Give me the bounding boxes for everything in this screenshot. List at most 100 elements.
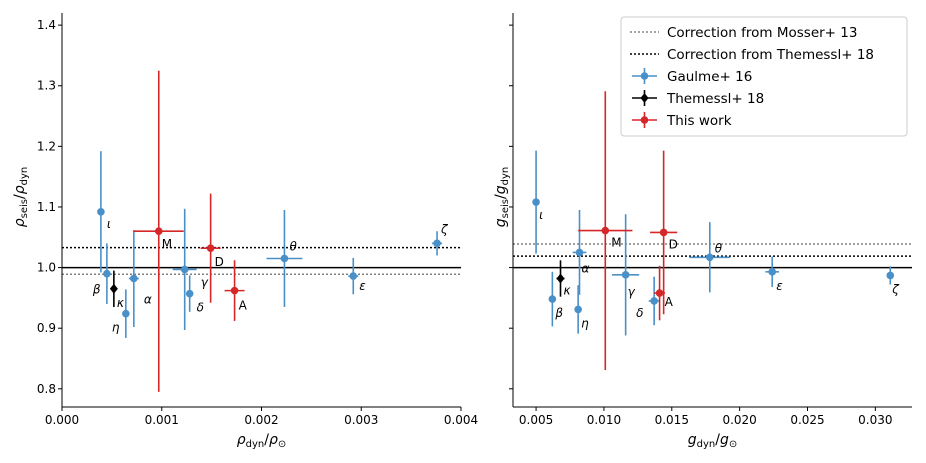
circle-marker <box>103 269 111 278</box>
point-label: ι <box>107 217 111 231</box>
circle-marker <box>349 272 358 280</box>
y-axis-label: gseis/gdyn <box>493 167 511 227</box>
point-label: η <box>112 321 120 335</box>
data-point-this-work: M <box>578 91 633 371</box>
circle-marker <box>154 227 163 236</box>
circle-marker <box>601 226 610 235</box>
data-point-gaulme-16: β <box>92 243 111 304</box>
data-point-gaulme-16: ε <box>765 256 783 293</box>
y-tick-label: 0.8 <box>37 382 56 396</box>
data-point-this-work: A <box>654 265 674 321</box>
point-label: δ <box>197 301 204 315</box>
point-label: α <box>144 292 152 306</box>
point-label: ι <box>539 208 543 222</box>
data-point-this-work: D <box>200 193 224 303</box>
circle-marker <box>433 239 441 248</box>
diamond-marker <box>556 273 565 284</box>
data-point-gaulme-16: η <box>112 289 130 338</box>
y-label-slash: / <box>493 194 509 199</box>
x-label-symbol: g <box>688 432 697 448</box>
x-tick-label: 0.020 <box>722 413 756 427</box>
data-point-gaulme-16: ι <box>532 150 543 254</box>
point-label: θ <box>289 239 297 253</box>
x-label-slash: / <box>264 432 269 448</box>
circle-marker <box>659 228 668 237</box>
circle-marker <box>122 309 130 318</box>
data-point-gaulme-16: θ <box>689 222 731 293</box>
legend-frame <box>620 16 908 137</box>
data-point-gaulme-16: α <box>128 230 152 327</box>
point-label: D <box>215 255 224 269</box>
point-label: ζ <box>891 282 900 296</box>
x-tick-label: 0.025 <box>790 413 824 427</box>
point-label: M <box>611 236 621 250</box>
point-label: D <box>669 237 678 251</box>
y-axis-label: ρseis/ρdyn <box>12 167 30 227</box>
legend-label: Correction from Mosser+ 13 <box>667 25 857 41</box>
circle-marker <box>575 248 584 257</box>
y-tick-label: 0.9 <box>37 321 56 335</box>
data-point-gaulme-16: ι <box>97 151 111 273</box>
data-point-gaulme-16: η <box>574 285 589 334</box>
point-label: A <box>239 299 248 313</box>
data-point-this-work: D <box>650 150 678 315</box>
x-label-subscript: dyn <box>697 439 716 450</box>
circle-marker <box>97 208 105 216</box>
legend-item: This work <box>632 112 732 129</box>
y-label-symbol: ρ <box>12 218 28 227</box>
point-label: α <box>582 261 590 275</box>
point-label: ε <box>359 279 366 293</box>
legend-circle-marker <box>640 72 649 80</box>
y-label-den-symbol: g <box>493 185 509 194</box>
circle-marker <box>206 244 215 252</box>
data-point-gaulme-16: ζ <box>886 266 900 296</box>
legend-label: Gaulme+ 16 <box>667 69 752 85</box>
data-point-this-work: A <box>224 260 248 321</box>
x-tick-label: 0.004 <box>444 413 478 427</box>
x-tick-label: 0.002 <box>244 413 278 427</box>
legend-label: Correction from Themessl+ 18 <box>667 47 874 63</box>
circle-marker <box>180 265 189 274</box>
x-label-symbol: ρ <box>237 432 246 448</box>
circle-marker <box>130 274 138 283</box>
data-point-gaulme-16: γ <box>612 214 640 336</box>
y-tick-label: 1.2 <box>37 139 56 153</box>
legend-item: Correction from Mosser+ 13 <box>630 25 857 41</box>
x-tick-label: 0.005 <box>519 413 553 427</box>
point-label: ζ <box>440 222 449 236</box>
legend-label: Themessl+ 18 <box>666 91 764 107</box>
point-label: κ <box>117 296 125 310</box>
circle-marker <box>886 271 895 280</box>
circle-marker <box>280 254 289 263</box>
point-label: A <box>665 295 674 309</box>
data-point-gaulme-16: θ <box>266 210 303 307</box>
x-axis-label: gdyn/g⊙ <box>688 432 738 450</box>
data-point-gaulme-16: ζ <box>432 222 449 256</box>
data-point-gaulme-16: ε <box>348 257 366 295</box>
point-label: η <box>581 316 589 330</box>
circle-marker <box>230 286 239 295</box>
y-label-slash: / <box>12 194 28 199</box>
x-label-den-subscript: ⊙ <box>278 439 286 450</box>
data-point-gaulme-16: δ <box>185 275 204 315</box>
x-label-den-symbol: ρ <box>269 432 278 448</box>
legend-label: This work <box>666 113 732 129</box>
y-label-den-subscript: dyn <box>19 167 30 186</box>
circle-marker <box>548 295 557 303</box>
y-tick-label: 1.0 <box>37 261 56 275</box>
x-tick-label: 0.015 <box>655 413 689 427</box>
point-label: δ <box>636 306 643 320</box>
left-panel-rho: ι β η α γδ θ ε ζ κ M D A 0.000 0.001 0.002 0.003 0.004 0.… <box>12 13 478 450</box>
data-point-themessl-18: κ <box>109 270 125 310</box>
data-point-gaulme-16: γ <box>172 208 209 331</box>
point-label: β <box>92 283 101 297</box>
data-point-themessl-18: κ <box>556 260 572 297</box>
y-label-symbol: g <box>493 218 509 227</box>
circle-marker <box>768 268 777 276</box>
x-tick-label: 0.030 <box>858 413 892 427</box>
y-tick-label: 1.3 <box>37 79 56 93</box>
legend: Correction from Mosser+ 13 Correction fro… <box>620 16 908 137</box>
circle-marker <box>621 271 630 279</box>
x-label-subscript: dyn <box>246 439 265 450</box>
